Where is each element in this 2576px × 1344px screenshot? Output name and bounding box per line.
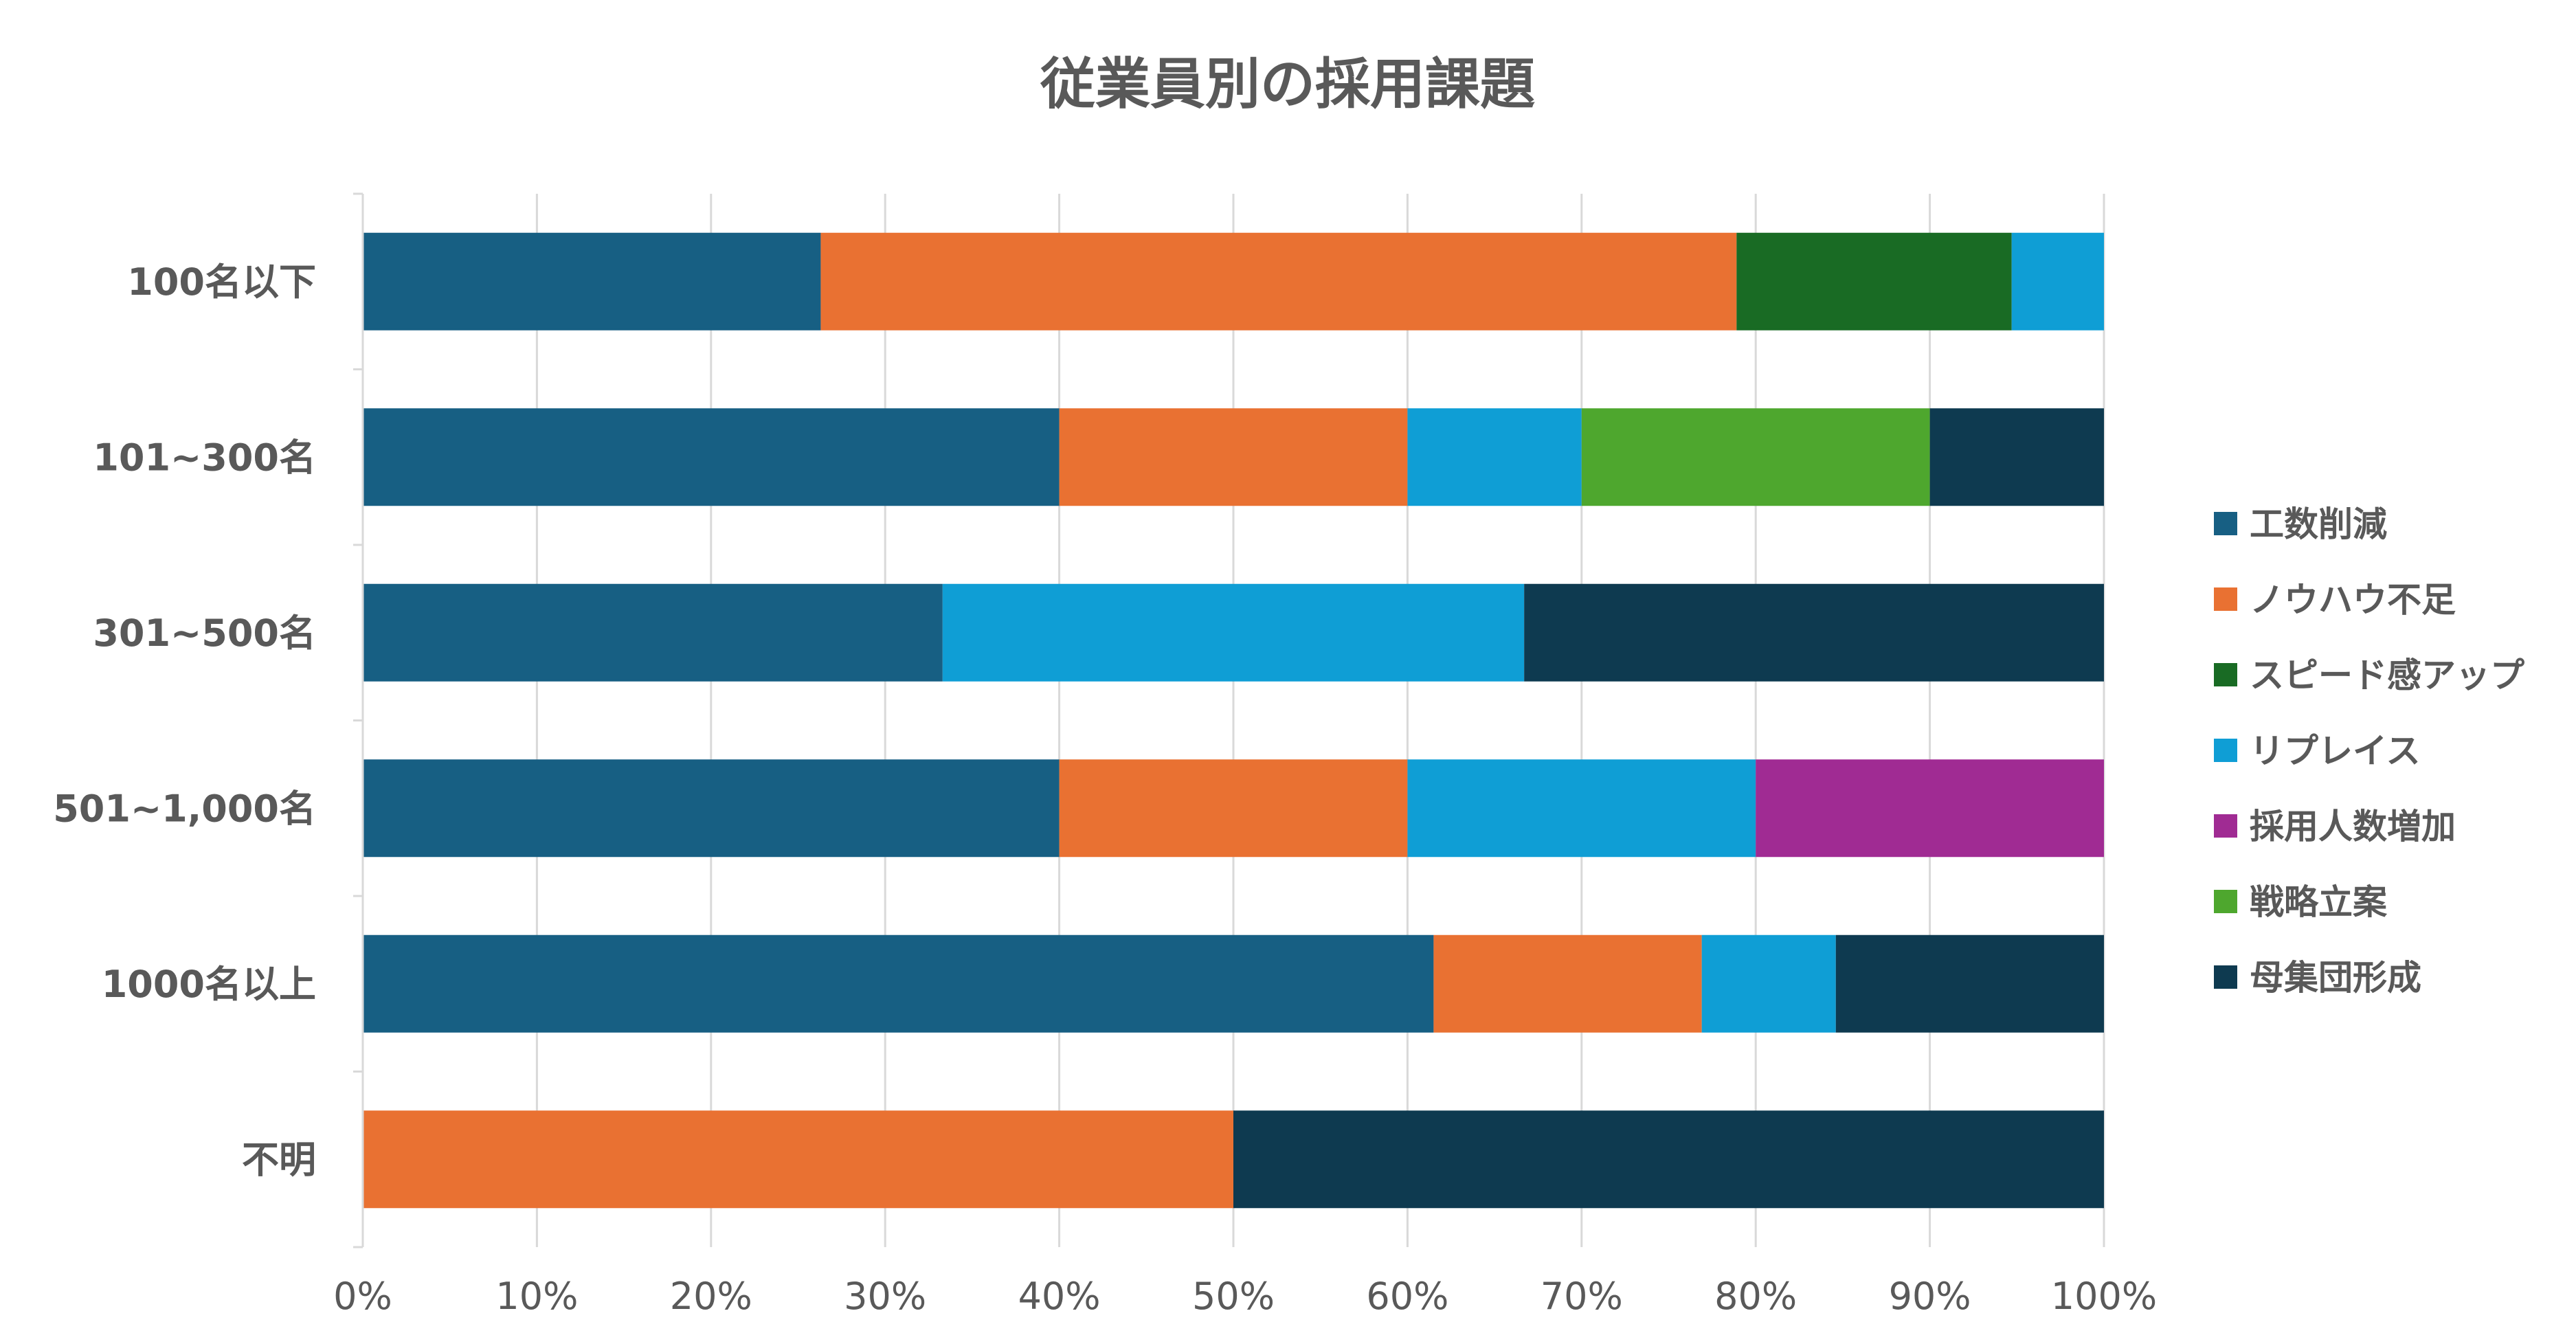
- legend-label: 母集団形成: [2250, 958, 2421, 998]
- bar-segment: [1407, 759, 1756, 858]
- category-labels: 100名以下 101~300名 301~500名 501~1,000名 1000名以上不…: [53, 260, 316, 1182]
- category-label: 100名以下: [127, 260, 316, 304]
- legend-swatch: [2214, 965, 2237, 989]
- legend-swatch: [2214, 587, 2237, 611]
- legend-label: 戦略立案: [2250, 882, 2388, 922]
- bar-segment: [1059, 759, 1408, 858]
- legend-label: スピード感アップ: [2250, 656, 2524, 695]
- bar-segment: [1736, 232, 2012, 331]
- bar-segment: [942, 583, 1525, 682]
- bar-segment: [1701, 934, 1836, 1033]
- bar-segment: [1929, 408, 2104, 506]
- bar-segment: [363, 232, 821, 331]
- bar-segment: [363, 1110, 1233, 1209]
- x-tick-label: 80%: [1714, 1275, 1797, 1318]
- axes-group: [353, 192, 364, 1248]
- x-tick-label: 100%: [2051, 1275, 2157, 1318]
- x-tick-label: 50%: [1192, 1275, 1275, 1318]
- bar-segment: [1233, 1110, 2104, 1209]
- legend-label: 採用人数増加: [2250, 807, 2456, 847]
- bar-segment: [363, 759, 1060, 858]
- category-label: 301~500名: [93, 612, 316, 655]
- x-tick-label: 10%: [495, 1275, 578, 1318]
- legend-swatch: [2214, 890, 2237, 913]
- legend-label: ノウハウ不足: [2250, 580, 2456, 620]
- bars-group: [363, 232, 2104, 1209]
- bar-segment: [363, 934, 1434, 1033]
- category-label: 501~1,000名: [53, 787, 316, 830]
- legend-swatch: [2214, 663, 2237, 686]
- legend-swatch: [2214, 739, 2237, 762]
- bar-segment: [1835, 934, 2104, 1033]
- x-tick-label: 30%: [844, 1275, 926, 1318]
- bar-segment: [1581, 408, 1930, 506]
- category-label: 不明: [242, 1138, 316, 1181]
- bar-segment: [820, 232, 1737, 331]
- bar-segment: [2011, 232, 2104, 331]
- bar-segment: [1433, 934, 1702, 1033]
- x-tick-label: 90%: [1889, 1275, 1971, 1318]
- category-label: 101~300名: [93, 436, 316, 479]
- bar-segment: [1407, 408, 1582, 506]
- bar-segment: [1524, 583, 2104, 682]
- x-tick-labels: 0% 10% 20% 30% 40% 50% 60% 70% 80% 90% 100%: [333, 1275, 2157, 1318]
- legend-swatch: [2214, 512, 2237, 535]
- gridlines: [361, 194, 2105, 1247]
- chart-title: 従業員別の採用課題: [1040, 52, 1535, 116]
- bar-segment: [1756, 759, 2104, 858]
- x-tick-label: 0%: [333, 1275, 392, 1318]
- bar-segment: [363, 583, 943, 682]
- legend-label: 工数削減: [2250, 504, 2387, 544]
- legend-label: リプレイス: [2250, 731, 2421, 771]
- x-tick-label: 40%: [1018, 1275, 1101, 1318]
- x-tick-label: 20%: [670, 1275, 752, 1318]
- bar-segment: [1059, 408, 1408, 506]
- bar-segment: [363, 408, 1060, 506]
- category-label: 1000名以上: [102, 963, 316, 1006]
- legend-swatch: [2214, 814, 2237, 838]
- x-tick-label: 60%: [1366, 1275, 1448, 1318]
- x-tick-label: 70%: [1541, 1275, 1623, 1318]
